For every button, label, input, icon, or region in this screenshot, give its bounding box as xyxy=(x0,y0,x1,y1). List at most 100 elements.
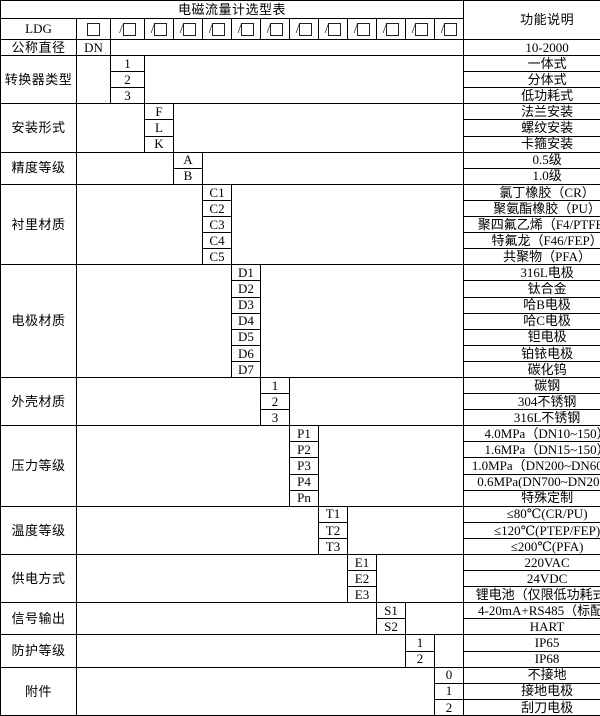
code-cell-5-6[interactable]: D7 xyxy=(231,360,261,378)
table-row: 2 304不锈钢 xyxy=(1,393,600,411)
code-cell-2-0[interactable]: F xyxy=(144,103,174,121)
code-cell-7-2[interactable]: P3 xyxy=(289,457,319,475)
slash-separator-icon: / xyxy=(440,20,445,36)
code-cell-1-0[interactable]: 1 xyxy=(110,55,145,73)
code-box-8[interactable]: / xyxy=(318,18,348,40)
code-cell-6-0[interactable]: 1 xyxy=(260,376,290,395)
code-box-7[interactable]: / xyxy=(289,18,319,40)
code-cell-5-2[interactable]: D3 xyxy=(231,296,261,314)
description-cell-7-1: 1.6MPa（DN15~150） xyxy=(463,441,600,459)
code-cell-4-4[interactable]: C5 xyxy=(202,248,232,266)
code-cell-12-2[interactable]: 2 xyxy=(433,698,465,716)
code-cell-7-3[interactable]: P4 xyxy=(289,473,319,491)
description-cell-5-6: 碳化钨 xyxy=(463,360,600,378)
code-cell-12-1[interactable]: 1 xyxy=(433,682,465,700)
code-cell-6-1[interactable]: 2 xyxy=(260,393,290,411)
empty-box-icon xyxy=(328,23,342,37)
code-cell-9-1[interactable]: E2 xyxy=(347,570,377,588)
spacer-left-7 xyxy=(76,425,290,507)
code-box-4[interactable]: / xyxy=(202,18,232,40)
code-cell-5-3[interactable]: D4 xyxy=(231,312,261,330)
code-cell-5-4[interactable]: D5 xyxy=(231,328,261,346)
description-cell-7-3: 0.6MPa(DN700~DN2000) xyxy=(463,473,600,491)
code-box-3[interactable]: / xyxy=(173,18,203,40)
table-row: 2 IP68 xyxy=(1,650,600,668)
code-cell-1-1[interactable]: 2 xyxy=(110,71,145,89)
table-row: D7 碳化钨 xyxy=(1,360,600,378)
table-row: 3 低功耗式 xyxy=(1,87,600,105)
code-cell-11-0[interactable]: 1 xyxy=(405,634,435,652)
code-cell-5-1[interactable]: D2 xyxy=(231,280,261,298)
code-cell-4-2[interactable]: C3 xyxy=(202,216,232,234)
table-row: D2 钛合金 xyxy=(1,280,600,298)
code-cell-0-0[interactable]: DN xyxy=(76,38,111,57)
code-box-5[interactable]: / xyxy=(231,18,261,40)
code-box-11[interactable]: / xyxy=(405,18,435,40)
code-cell-9-2[interactable]: E3 xyxy=(347,586,377,604)
spacer-right-8 xyxy=(346,505,465,556)
empty-box-icon xyxy=(444,23,458,37)
code-box-0[interactable] xyxy=(76,18,111,40)
code-box-1[interactable]: / xyxy=(110,18,145,40)
code-cell-5-0[interactable]: D1 xyxy=(231,264,261,282)
code-cell-7-4[interactable]: Pn xyxy=(289,489,319,507)
code-cell-3-0[interactable]: A xyxy=(173,151,203,169)
code-cell-6-2[interactable]: 3 xyxy=(260,409,290,427)
slash-separator-icon: / xyxy=(324,20,329,36)
table-row: T3 ≤200℃(PFA) xyxy=(1,537,600,556)
table-row: 电极材质 D1 316L电极 xyxy=(0,264,600,378)
code-cell-4-0[interactable]: C1 xyxy=(202,183,232,201)
code-cell-9-0[interactable]: E1 xyxy=(347,553,377,572)
table-row: 温度等级 T1 ≤80℃(CR/PU) xyxy=(0,505,600,556)
spacer-left-2 xyxy=(76,103,145,153)
description-cell-4-3: 特氟龙（F46/FEP） xyxy=(463,232,600,250)
code-cell-1-2[interactable]: 3 xyxy=(110,87,145,105)
table-row: 压力等级 P1 4.0MPa（DN10~150） xyxy=(0,425,600,507)
spacer-left-1 xyxy=(76,55,111,105)
table-row: 衬里材质 C1 氯丁橡胶（CR） xyxy=(0,183,600,266)
table-row: 2 刮刀电极 xyxy=(1,698,600,716)
code-cell-10-0[interactable]: S1 xyxy=(376,602,406,620)
code-cell-2-2[interactable]: K xyxy=(144,135,174,153)
code-cell-12-0[interactable]: 0 xyxy=(433,666,465,684)
table-row: 公称直径 DN 10-2000 xyxy=(0,38,600,57)
code-box-10[interactable]: / xyxy=(376,18,406,40)
description-cell-3-0: 0.5级 xyxy=(463,151,600,169)
function-column-header: 功能说明 xyxy=(463,0,600,40)
description-cell-7-4: 特殊定制 xyxy=(463,489,600,507)
spacer-left-3 xyxy=(76,151,174,185)
code-cell-8-0[interactable]: T1 xyxy=(318,505,348,523)
code-box-2[interactable]: / xyxy=(144,18,174,40)
code-cell-7-1[interactable]: P2 xyxy=(289,441,319,459)
code-cell-5-5[interactable]: D6 xyxy=(231,344,261,362)
code-cell-4-1[interactable]: C2 xyxy=(202,199,232,218)
description-cell-7-0: 4.0MPa（DN10~150） xyxy=(463,425,600,443)
code-cell-4-3[interactable]: C4 xyxy=(202,232,232,250)
spacer-right-11 xyxy=(433,634,465,668)
code-cell-10-1[interactable]: S2 xyxy=(376,618,406,636)
slash-separator-icon: / xyxy=(353,20,358,36)
code-cell-2-1[interactable]: L xyxy=(144,119,174,137)
table-row: C5 共聚物（PFA） xyxy=(1,248,600,266)
code-cell-8-2[interactable]: T3 xyxy=(318,537,348,556)
slash-separator-icon: / xyxy=(295,20,300,36)
code-cell-8-1[interactable]: T2 xyxy=(318,521,348,539)
description-cell-2-0: 法兰安装 xyxy=(463,103,600,121)
table-row: 供电方式 E1 220VAC xyxy=(0,553,600,604)
description-cell-5-0: 316L电极 xyxy=(463,264,600,282)
empty-box-icon xyxy=(241,23,255,37)
slash-separator-icon: / xyxy=(237,20,242,36)
code-cell-7-0[interactable]: P1 xyxy=(289,425,319,443)
code-cell-3-1[interactable]: B xyxy=(173,167,203,185)
code-box-9[interactable]: / xyxy=(347,18,377,40)
slash-separator-icon: / xyxy=(411,20,416,36)
code-box-12[interactable]: / xyxy=(433,18,465,40)
description-cell-8-1: ≤120℃(PTEP/FEP) xyxy=(463,521,600,539)
empty-box-icon xyxy=(212,23,226,37)
section-label-4: 衬里材质 xyxy=(0,183,77,266)
slash-separator-icon: / xyxy=(150,20,155,36)
code-cell-11-1[interactable]: 2 xyxy=(405,650,435,668)
empty-box-icon xyxy=(270,23,284,37)
code-box-6[interactable]: / xyxy=(260,18,290,40)
